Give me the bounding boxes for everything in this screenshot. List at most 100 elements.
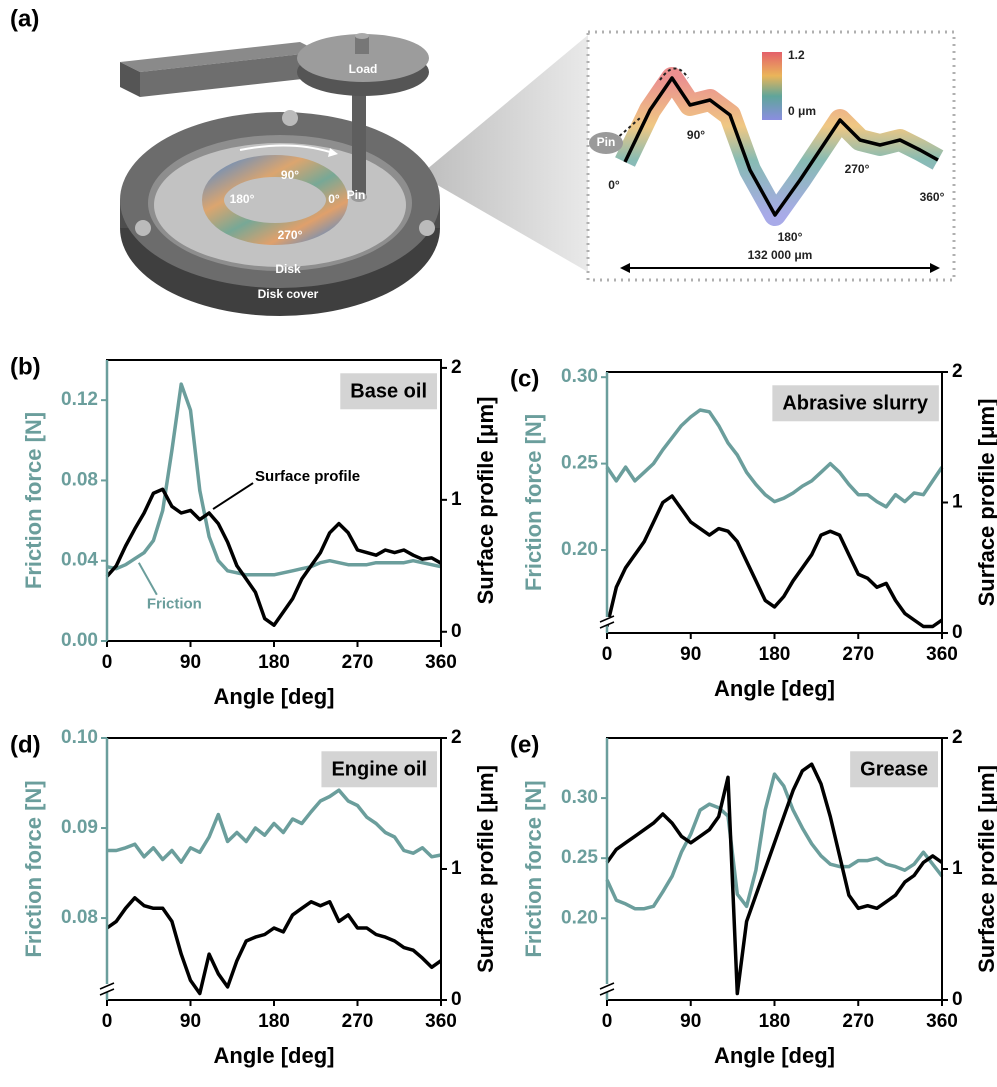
- series-annotation: Surface profile: [255, 468, 360, 485]
- x-tick-label: 90: [680, 644, 701, 665]
- y-tick-label: 0.12: [61, 389, 98, 410]
- y2-tick-label: 0: [451, 621, 462, 642]
- y-tick-label: 0.30: [561, 787, 598, 808]
- x-tick-label: 90: [180, 1011, 201, 1032]
- y2-axis-label: Surface profile [μm]: [473, 765, 498, 973]
- x-axis-label: Angle [deg]: [214, 684, 335, 709]
- y2-tick-label: 1: [952, 858, 963, 879]
- x-tick-label: 360: [926, 644, 958, 665]
- x-tick-label: 0: [602, 1011, 613, 1032]
- x-tick-label: 270: [842, 1011, 874, 1032]
- zoom-cone: [420, 35, 588, 272]
- label: 90°: [281, 168, 299, 182]
- x-tick-label: 90: [180, 652, 201, 673]
- y-axis-label: Friction force [N]: [21, 780, 46, 957]
- panel-label: (c): [510, 365, 539, 392]
- x-tick-label: 0: [602, 644, 613, 665]
- x-tick-label: 360: [425, 1011, 457, 1032]
- y2-tick-label: 1: [451, 489, 462, 510]
- x-tick-label: 180: [759, 1011, 791, 1032]
- x-tick-label: 90: [680, 1011, 701, 1032]
- label: Disk cover: [258, 287, 319, 301]
- screw: [419, 220, 435, 236]
- chart-title: Grease: [860, 758, 928, 780]
- y-axis-label: Friction force [N]: [521, 414, 546, 591]
- annotation-arrow: [139, 563, 157, 595]
- screw: [135, 220, 151, 236]
- y2-axis-label: Surface profile [μm]: [473, 397, 498, 605]
- chart-title: Abrasive slurry: [782, 392, 929, 414]
- y-tick-label: 0.25: [561, 847, 598, 868]
- label: 90°: [687, 128, 705, 142]
- y2-axis-label: Surface profile [μm]: [974, 765, 997, 973]
- label: 0°: [328, 192, 340, 206]
- series-line: [607, 496, 942, 627]
- y-tick-label: 0.09: [61, 817, 98, 838]
- illustration: (a) Load Pin 90° 180° 0° 270° Disk Disk …: [10, 5, 954, 316]
- panel-label: (b): [10, 353, 41, 380]
- length-label: 132 000 μm: [748, 248, 813, 262]
- y2-tick-label: 0: [952, 622, 963, 643]
- label: Pin: [597, 135, 616, 149]
- label: Pin: [347, 188, 366, 202]
- panel-label: (e): [510, 731, 539, 758]
- y2-tick-label: 2: [451, 727, 462, 748]
- x-axis-label: Angle [deg]: [714, 1043, 835, 1068]
- label: 180°: [230, 192, 255, 206]
- colorbar-label: 0 μm: [788, 104, 816, 118]
- x-tick-label: 360: [926, 1011, 958, 1032]
- chart-title: Engine oil: [331, 758, 427, 780]
- label: 270°: [278, 228, 303, 242]
- y2-tick-label: 2: [952, 727, 963, 748]
- y2-axis-label: Surface profile [μm]: [974, 399, 997, 607]
- x-tick-label: 180: [759, 644, 791, 665]
- label: 0°: [608, 178, 620, 192]
- y2-tick-label: 2: [952, 361, 963, 382]
- colorbar-label: 1.2: [788, 48, 805, 62]
- x-tick-label: 180: [258, 652, 290, 673]
- y2-tick-label: 1: [952, 492, 963, 513]
- y2-tick-label: 2: [451, 357, 462, 378]
- colorbar: [762, 52, 782, 120]
- series-annotation: Friction: [147, 596, 202, 613]
- y-tick-label: 0.00: [61, 630, 98, 651]
- chart: (d) 0 90 180 270 360 0.08 0.09 0.10 0 1 2 Angle [deg…: [10, 727, 498, 1068]
- figure: (a) Load Pin 90° 180° 0° 270° Disk Disk …: [0, 0, 997, 1087]
- label: 270°: [845, 162, 870, 176]
- x-axis-label: Angle [deg]: [214, 1043, 335, 1068]
- panel-label: (d): [10, 731, 41, 758]
- x-tick-label: 0: [102, 652, 113, 673]
- annotation-arrow: [213, 483, 253, 509]
- x-tick-label: 270: [342, 652, 374, 673]
- load-knob-top: [355, 33, 369, 39]
- y2-tick-label: 0: [451, 989, 462, 1010]
- x-tick-label: 180: [258, 1011, 290, 1032]
- x-tick-label: 270: [842, 644, 874, 665]
- panel-label: (a): [10, 5, 39, 32]
- y-axis-label: Friction force [N]: [21, 412, 46, 589]
- y-tick-label: 0.08: [61, 469, 98, 490]
- x-axis-label: Angle [deg]: [714, 676, 835, 701]
- y-tick-label: 0.30: [561, 366, 598, 387]
- screw: [282, 110, 298, 126]
- x-tick-label: 360: [425, 652, 457, 673]
- y-tick-label: 0.20: [561, 907, 598, 928]
- label: 180°: [778, 230, 803, 244]
- series-line: [607, 410, 942, 507]
- x-tick-label: 0: [102, 1011, 113, 1032]
- x-tick-label: 270: [342, 1011, 374, 1032]
- chart: (b) Friction Surface profile 0 90 180 270 360 0.…: [10, 353, 498, 708]
- y-axis-label: Friction force [N]: [521, 780, 546, 957]
- y-tick-label: 0.04: [61, 550, 98, 571]
- y-tick-label: 0.20: [561, 539, 598, 560]
- label: 360°: [920, 190, 945, 204]
- y2-tick-label: 1: [451, 858, 462, 879]
- y-tick-label: 0.10: [61, 727, 98, 748]
- series-line: [107, 790, 441, 862]
- y-tick-label: 0.08: [61, 907, 98, 928]
- chart-title: Base oil: [350, 380, 427, 402]
- series-line: [107, 898, 441, 994]
- label: Disk: [275, 262, 301, 276]
